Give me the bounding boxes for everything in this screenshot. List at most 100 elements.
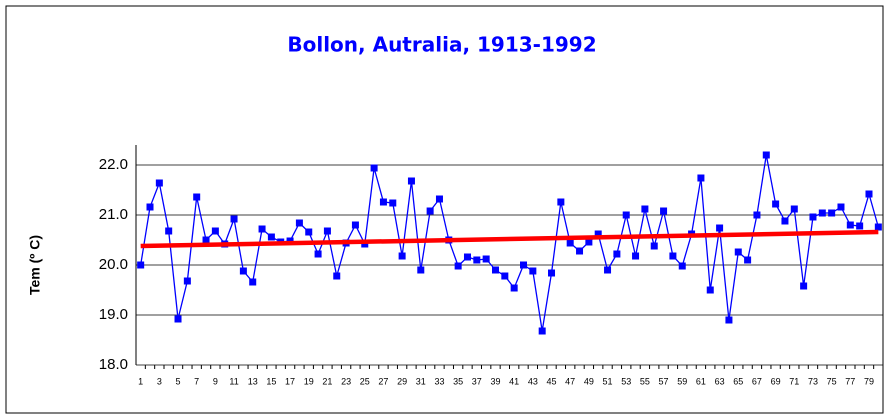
data-point [520,261,528,269]
y-tick-label: 21.0 [99,206,128,223]
data-point [417,266,425,274]
x-tick-label: 55 [640,376,650,386]
data-point [305,228,313,236]
data-point [837,203,845,211]
data-point [697,174,705,182]
x-tick-label: 21 [322,376,332,386]
data-point [155,179,163,187]
x-tick-label: 41 [509,376,519,386]
data-point [557,198,565,206]
data-point [426,207,434,215]
data-point [333,272,341,280]
x-tick-label: 45 [547,376,557,386]
data-point [846,221,854,229]
x-tick-label: 11 [229,376,238,386]
data-point [762,151,770,159]
y-tick-label: 18.0 [99,356,128,373]
data-point [137,261,145,269]
data-point [407,177,415,185]
data-point [734,248,742,256]
x-tick-label: 7 [194,376,199,386]
data-point [585,238,593,246]
data-point [398,252,406,260]
x-tick-label: 35 [453,376,463,386]
chart-frame [5,5,884,414]
data-point [258,225,266,233]
x-tick-label: 51 [603,376,613,386]
x-tick-label: 53 [621,376,631,386]
x-tick-label: 69 [771,376,781,386]
x-tick-label: 63 [715,376,725,386]
x-tick-label: 59 [677,376,687,386]
data-point [510,284,518,292]
data-point [856,222,864,230]
data-point [267,233,275,241]
data-point [660,207,668,215]
x-tick-label: 5 [176,376,181,386]
data-point [772,200,780,208]
data-point [548,269,556,277]
x-tick-label: 43 [528,376,538,386]
data-point [538,327,546,335]
x-tick-label: 33 [434,376,444,386]
x-tick-label: 65 [733,376,743,386]
data-point [800,282,808,290]
x-tick-label: 13 [248,376,258,386]
data-point [669,252,677,260]
data-point [193,193,201,201]
data-point [613,250,621,258]
data-point [809,213,817,221]
trend-line [140,229,879,249]
data-point [295,219,303,227]
y-tick-label: 20.0 [99,256,128,273]
chart-title: Bollon, Autralia, 1913-1992 [287,33,596,57]
data-point [604,266,612,274]
y-axis-label: Tem (º C) [27,235,43,295]
x-tick-label: 47 [565,376,575,386]
data-point [183,277,191,285]
data-point [874,223,882,231]
x-tick-label: 9 [213,376,218,386]
data-point [650,242,658,250]
data-point [249,278,257,286]
data-point [370,164,378,172]
x-tick-label: 67 [752,376,762,386]
y-tick-label: 22.0 [99,156,128,173]
data-point [501,272,509,280]
x-tick-label: 1 [138,376,143,386]
data-point [361,240,369,248]
data-point [725,316,733,324]
data-point [566,239,574,247]
x-tick-label: 15 [266,376,276,386]
data-point [165,227,173,235]
data-point [706,286,714,294]
data-point [594,230,602,238]
data-point [678,262,686,270]
data-point [482,255,490,263]
data-point [323,227,331,235]
data-point [239,267,247,275]
x-tick-label: 31 [416,376,426,386]
x-tick-label: 77 [845,376,855,386]
x-tick-label: 61 [696,376,706,386]
data-point [435,195,443,203]
data-point [174,315,182,323]
data-point [314,250,322,258]
data-point [491,266,499,274]
x-tick-label: 23 [341,376,351,386]
x-tick-label: 75 [827,376,837,386]
data-point [211,227,219,235]
x-tick-label: 3 [157,376,162,386]
x-tick-label: 17 [285,376,295,386]
y-tick-label: 19.0 [99,306,128,323]
data-point [716,224,724,232]
data-point [351,221,359,229]
data-point [379,198,387,206]
x-tick-label: 71 [789,376,799,386]
x-tick-label: 57 [659,376,669,386]
data-point [632,252,640,260]
data-point [865,190,873,198]
data-point [576,247,584,255]
data-point [389,199,397,207]
